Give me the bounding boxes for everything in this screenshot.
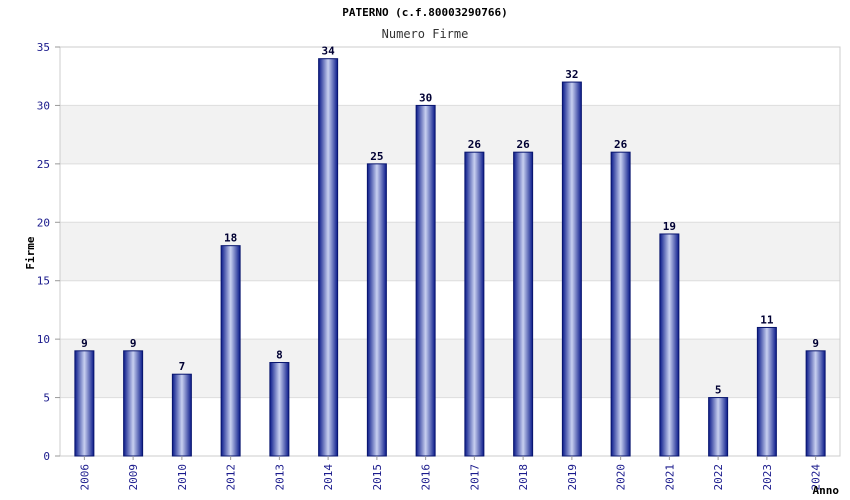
bar <box>513 151 534 457</box>
bar <box>708 397 729 457</box>
data-label: 11 <box>760 313 774 326</box>
data-label: 34 <box>322 45 336 58</box>
x-tick-label: 2010 <box>176 464 189 491</box>
data-label: 19 <box>663 220 676 233</box>
x-tick-label: 2021 <box>663 464 676 491</box>
data-labels-group: 9 9 7 18 8 34 25 30 26 26 32 26 19 5 11 9 <box>81 45 819 397</box>
data-label: 25 <box>370 150 383 163</box>
x-tick-label: 2018 <box>517 464 530 491</box>
chart-subtitle: Numero Firme <box>382 27 469 41</box>
y-tick-label: 25 <box>37 158 50 171</box>
data-label: 8 <box>276 349 283 362</box>
x-tick-label: 2015 <box>371 464 384 491</box>
bar <box>561 81 582 457</box>
data-label: 7 <box>179 360 186 373</box>
data-label: 30 <box>419 91 432 104</box>
x-tick-label: 2022 <box>712 464 725 491</box>
background-band <box>60 105 840 164</box>
data-label: 26 <box>614 138 628 151</box>
y-axis-label: Firme <box>24 236 37 269</box>
data-label: 32 <box>565 68 578 81</box>
bar <box>464 151 485 457</box>
y-tick-label: 5 <box>43 392 50 405</box>
bar <box>805 350 826 457</box>
y-tick-label: 30 <box>37 99 50 112</box>
y-tick-label: 35 <box>37 41 50 54</box>
x-tick-label: 2012 <box>225 464 238 491</box>
data-label: 5 <box>715 384 722 397</box>
x-tick-label: 2016 <box>420 464 433 491</box>
bars-group <box>74 58 826 457</box>
bar <box>220 245 241 457</box>
bar <box>318 58 339 457</box>
y-axis-ticks: 0 5 10 15 20 25 30 35 <box>37 41 60 463</box>
y-tick-label: 20 <box>37 216 50 229</box>
x-tick-label: 2023 <box>761 464 774 491</box>
data-label: 26 <box>517 138 531 151</box>
x-tick-label: 2020 <box>615 464 628 491</box>
bar <box>74 350 95 457</box>
plot-frame <box>59 46 841 457</box>
bar <box>659 233 680 457</box>
data-label: 9 <box>812 337 819 350</box>
data-label: 18 <box>224 232 237 245</box>
x-tick-label: 2019 <box>566 464 579 491</box>
bar <box>756 326 777 457</box>
y-tick-label: 15 <box>37 275 50 288</box>
x-tick-label: 2024 <box>810 464 823 491</box>
data-label: 9 <box>130 337 137 350</box>
bar <box>123 350 144 457</box>
x-tick-label: 2009 <box>127 464 140 491</box>
x-tick-label: 2013 <box>273 464 286 491</box>
bar <box>269 362 290 457</box>
y-tick-label: 0 <box>43 450 50 463</box>
y-tick-label: 10 <box>37 333 50 346</box>
bar <box>415 104 436 457</box>
background-bands <box>60 105 840 398</box>
background-band <box>60 222 840 281</box>
x-tick-label: 2017 <box>468 464 481 491</box>
x-tick-label: 2006 <box>78 464 91 491</box>
data-label: 26 <box>468 138 482 151</box>
bar <box>366 163 387 457</box>
x-axis-ticks: 2006 2009 2010 2012 2013 2014 2015 2016 2017 2018… <box>78 456 823 491</box>
bar <box>171 373 192 457</box>
x-axis-label: Anno <box>813 484 840 497</box>
chart-title: PATERNO (c.f.80003290766) <box>342 6 508 19</box>
data-label: 9 <box>81 337 88 350</box>
bar <box>610 151 631 457</box>
x-tick-label: 2014 <box>322 464 335 491</box>
